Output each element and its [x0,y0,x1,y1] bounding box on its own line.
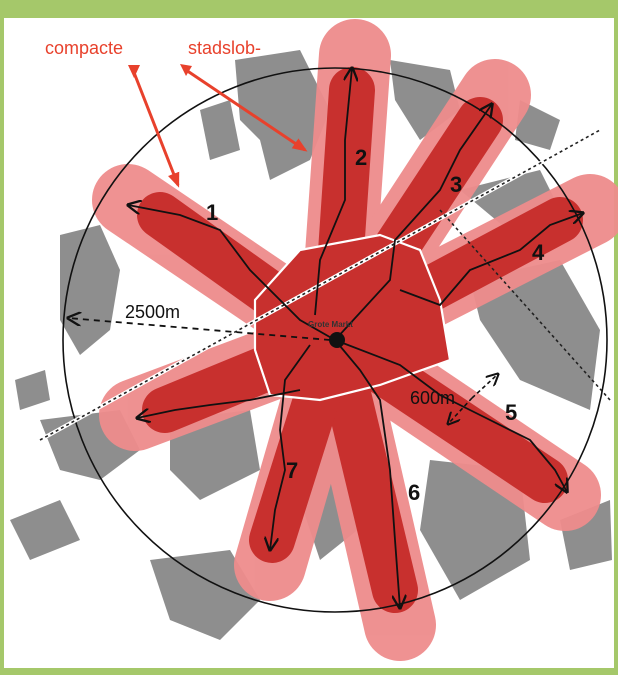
railway-line-2 [439,209,611,401]
ring-road [253,233,452,402]
route-arrows [128,68,583,608]
lobe-number-1: 1 [206,200,218,225]
caption-compacte: compacte [45,38,123,58]
caption-arrow-right [185,68,308,152]
radius-label: 2500m [125,302,180,322]
width-label: 600m [410,388,455,408]
caption-stadslob: stadslob- [188,38,261,58]
caption-arrowtail-right [180,64,192,76]
city-center-dot [329,332,345,348]
caption-arrowtail-left [128,65,140,78]
lobe-number-5: 5 [505,400,517,425]
city-core [255,235,450,400]
lobe-number-3: 3 [450,172,462,197]
lobe-number-4: 4 [532,240,545,265]
lobe-number-6: 6 [408,480,420,505]
radius-circle [62,67,608,613]
center-label: Grote Markt [308,320,353,329]
width-arrow-down [448,397,473,424]
lobe-number-7: 7 [286,458,298,483]
lobe-number-2: 2 [355,145,367,170]
railway-line [39,129,601,441]
width-arrow-up [471,374,498,399]
caption-arrow-left [131,69,180,188]
